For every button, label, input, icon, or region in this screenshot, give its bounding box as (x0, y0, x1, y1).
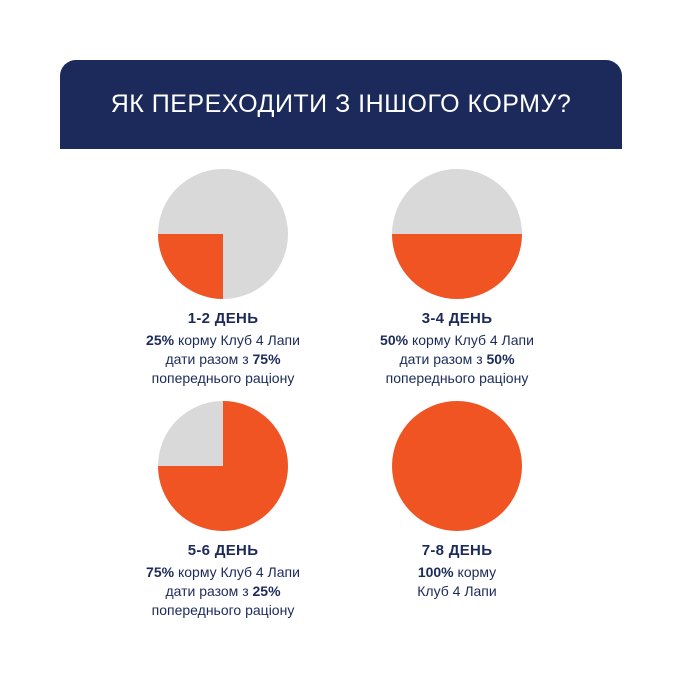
old-food-percent: 75% (252, 351, 281, 367)
new-food-percent: 75% (146, 564, 175, 580)
pie-chart-7-8 (392, 401, 522, 531)
mix-text: дати разом з (165, 351, 253, 367)
description: 25% корму Клуб 4 Лапи дати разом з 75% п… (103, 331, 343, 388)
pie-slice-new-food (158, 401, 288, 531)
new-food-text: корму Клуб 4 Лапи (174, 332, 300, 348)
pie-chart-5-6 (158, 401, 288, 531)
description: 50% корму Клуб 4 Лапи дати разом з 50% п… (337, 331, 577, 388)
day-label: 5-6 ДЕНЬ (187, 542, 259, 559)
old-food-text: попереднього раціону (385, 370, 529, 386)
old-food-percent: 25% (252, 583, 281, 599)
day-label: 7-8 ДЕНЬ (421, 542, 493, 559)
old-food-text: попереднього раціону (151, 370, 295, 386)
new-food-text: корму (453, 564, 497, 580)
pie-slice-new-food (392, 401, 522, 531)
mix-text: дати разом з (399, 351, 487, 367)
day-label: 3-4 ДЕНЬ (421, 310, 493, 327)
pie-chart-1-2 (158, 169, 288, 299)
mix-text: Клуб 4 Лапи (417, 583, 497, 599)
pie-slice-new-food (392, 234, 522, 299)
panel-7-8: 7-8 ДЕНЬ 100% корму Клуб 4 Лапи (337, 400, 577, 601)
title-banner: ЯК ПЕРЕХОДИТИ З ІНШОГО КОРМУ? (60, 60, 622, 149)
description: 75% корму Клуб 4 Лапи дати разом з 25% п… (103, 563, 343, 620)
new-food-text: корму Клуб 4 Лапи (174, 564, 300, 580)
panel-1-2: 1-2 ДЕНЬ 25% корму Клуб 4 Лапи дати разо… (103, 168, 343, 388)
panel-5-6: 5-6 ДЕНЬ 75% корму Клуб 4 Лапи дати разо… (103, 400, 343, 620)
new-food-text: корму Клуб 4 Лапи (408, 332, 534, 348)
old-food-percent: 50% (486, 351, 515, 367)
page-title: ЯК ПЕРЕХОДИТИ З ІНШОГО КОРМУ? (110, 90, 572, 118)
old-food-text: попереднього раціону (151, 602, 295, 618)
panel-3-4: 3-4 ДЕНЬ 50% корму Клуб 4 Лапи дати разо… (337, 168, 577, 388)
day-label: 1-2 ДЕНЬ (187, 310, 259, 327)
pie-chart-3-4 (392, 169, 522, 299)
new-food-percent: 100% (417, 564, 454, 580)
mix-text: дати разом з (165, 583, 253, 599)
pie-slice-new-food (158, 234, 223, 299)
description: 100% корму Клуб 4 Лапи (337, 563, 577, 601)
new-food-percent: 50% (380, 332, 409, 348)
new-food-percent: 25% (146, 332, 175, 348)
